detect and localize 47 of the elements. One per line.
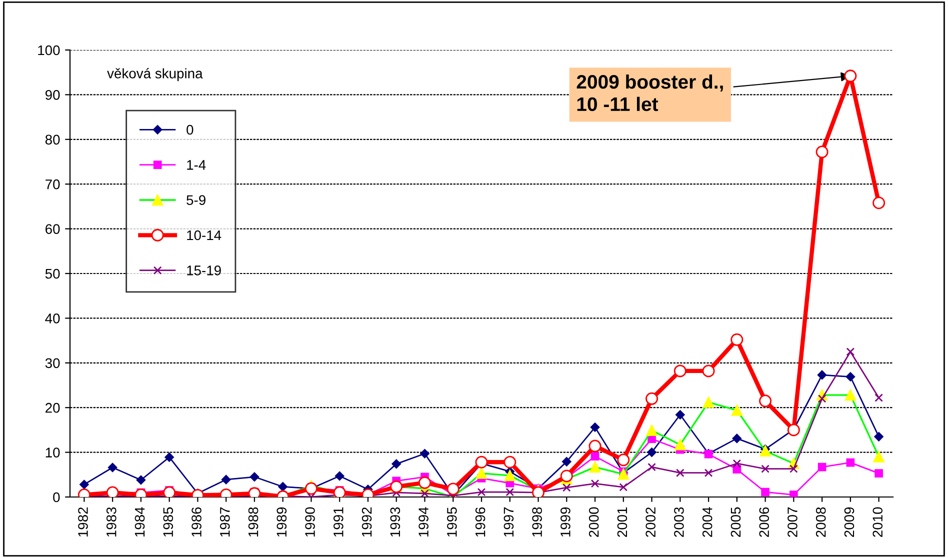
x-tick-label: 2008	[816, 507, 826, 537]
x-tick-label: 1982	[78, 507, 88, 537]
x-tick-label: 1996	[475, 507, 486, 537]
x-tick-label: 2007	[788, 507, 798, 537]
x-tick-label: 1983	[106, 507, 116, 537]
x-tick-label: 2003	[674, 507, 684, 537]
x-tick-label: 2002	[646, 507, 656, 537]
x-tick-label: 1991	[333, 507, 344, 537]
x-tick-label: 1988	[248, 507, 258, 537]
x-tick-label: 2004	[702, 507, 712, 537]
annotation: 2009 booster d., 10 -11 let	[576, 74, 723, 112]
x-tick-label: 1999	[560, 507, 570, 537]
y-tick-label: 30	[45, 358, 60, 368]
legend-label: 1-4	[187, 160, 206, 170]
x-tick-label: 1998	[532, 507, 542, 537]
y-tick-label: 40	[45, 314, 60, 324]
y-tick-label: 70	[46, 179, 60, 190]
x-tick-label: 2006	[759, 507, 770, 537]
legend-label: 15-19	[187, 266, 221, 276]
x-tick-label: 1989	[276, 507, 287, 537]
x-tick-label: 2009	[844, 507, 854, 537]
x-tick-label: 1997	[504, 507, 514, 537]
x-tick-label: 1990	[305, 507, 315, 537]
x-tick-label: 2001	[617, 507, 628, 537]
legend-label: 10-14	[187, 230, 222, 240]
x-tick-label: 1995	[447, 507, 457, 537]
y-tick-label: 60	[46, 224, 60, 234]
y-tick-label: 10	[46, 448, 60, 458]
legend-label: 5-9	[186, 195, 206, 206]
x-tick-label: 2000	[588, 507, 599, 537]
x-tick-label: 1992	[362, 507, 372, 537]
x-tick-label: 1987	[220, 507, 230, 537]
x-tick-label: 1993	[390, 507, 400, 537]
y-tick-label: 20	[46, 402, 60, 413]
y-tick-label: 100	[38, 45, 60, 56]
x-tick-label: 2010	[872, 507, 883, 537]
legend-title: věková skupina	[107, 68, 203, 82]
x-tick-label: 1986	[192, 507, 202, 537]
y-tick-label: 0	[53, 492, 60, 502]
legend-label: 0	[186, 124, 194, 135]
x-tick-label: 1985	[163, 507, 174, 537]
y-tick-label: 50	[45, 268, 60, 279]
x-tick-label: 2005	[730, 507, 741, 537]
x-tick-label: 1994	[418, 507, 428, 537]
y-tick-label: 90	[45, 90, 60, 100]
x-tick-label: 1984	[134, 507, 145, 537]
y-tick-label: 80	[45, 134, 60, 145]
